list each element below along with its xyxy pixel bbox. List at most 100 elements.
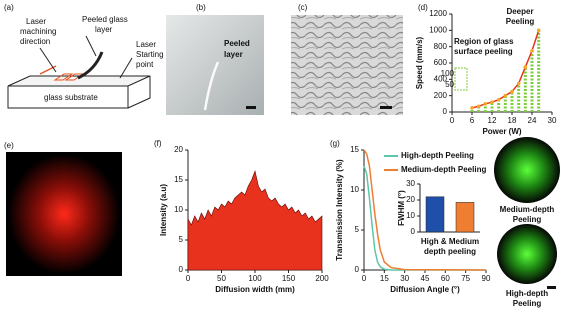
x-tick-label: 30 — [400, 274, 409, 283]
x-tick-label: 200 — [315, 274, 329, 283]
y-tick-label: 0 — [179, 265, 184, 274]
legend-label: Medium-depth Peeling — [401, 165, 486, 174]
y-tick-label: 20 — [174, 145, 183, 154]
panel-b: (b) Peeled layer — [166, 3, 264, 115]
x-tick-label: 12 — [488, 116, 497, 125]
caption: layer — [224, 50, 243, 59]
x-axis-title: Diffusion width (mm) — [215, 285, 295, 294]
annotation: Deeper — [506, 7, 533, 16]
panel-label: (e) — [4, 141, 14, 150]
x-tick-label: 18 — [508, 116, 517, 125]
label: Peeled glass — [82, 15, 128, 24]
scale-bar — [380, 106, 392, 109]
panel-label: (g) — [330, 139, 340, 148]
zoom-box — [454, 67, 468, 91]
x-tick-label: 60 — [441, 274, 450, 283]
x-tick-label: 0 — [450, 116, 455, 125]
y-tick-label: 0 — [411, 227, 416, 236]
image-label: Peeling — [513, 215, 542, 224]
x-tick-label: 150 — [282, 274, 296, 283]
marker — [523, 65, 528, 69]
panel-label: (b) — [196, 3, 206, 12]
marker — [470, 106, 474, 110]
x-tick-label: 15 — [380, 274, 389, 283]
photo — [166, 15, 264, 115]
beam-high — [497, 224, 557, 284]
line — [363, 149, 487, 271]
bar — [425, 196, 445, 233]
annotation: Peeling — [506, 17, 535, 26]
label: layer — [95, 25, 113, 34]
pointer — [85, 35, 97, 57]
y-tick-label: 1000 — [429, 25, 447, 34]
annotation: Region of glass — [454, 37, 514, 46]
x-axis-title: High & Medium — [421, 237, 479, 246]
peeled-layer — [77, 51, 104, 80]
bar — [455, 202, 475, 233]
y-tick-label: 15 — [350, 145, 359, 154]
y-axis-title: Intensity (a.u) — [159, 184, 168, 236]
y-tick-label: 600 — [434, 58, 448, 67]
x-tick-label: 45 — [421, 274, 430, 283]
panel-label: (a) — [4, 3, 14, 12]
image-label: Medium-depth — [500, 205, 555, 214]
beam-medium — [494, 137, 560, 203]
marker — [476, 104, 481, 109]
annotation: 50 — [445, 80, 454, 89]
label: Laser — [136, 40, 156, 49]
x-tick-label: 75 — [461, 274, 470, 283]
photo — [291, 15, 403, 115]
marker — [510, 89, 514, 94]
marker — [496, 97, 501, 102]
y-tick-label: 1200 — [429, 9, 447, 18]
scale-bar — [547, 286, 556, 289]
x-axis-title: depth peeling — [424, 247, 476, 256]
marker — [503, 93, 508, 98]
panel-label: (c) — [298, 3, 308, 12]
label: direction — [20, 37, 50, 46]
image-label: High-depth — [506, 289, 548, 298]
peeled-strip — [203, 61, 220, 111]
y-tick-label: 10 — [350, 185, 359, 194]
panel-label: (d) — [418, 3, 428, 12]
y-axis-title: Speed (mm/s) — [415, 36, 424, 89]
x-axis-title: Diffusion Angle (°) — [390, 285, 460, 294]
x-tick-label: 6 — [470, 116, 475, 125]
y-tick-label: 30 — [406, 179, 415, 188]
y-tick-label: 0 — [443, 107, 448, 116]
legend-label: High-depth Peeling — [401, 151, 474, 160]
y-tick-label: 0 — [355, 265, 360, 274]
substrate-edge — [7, 76, 151, 109]
label: Laser — [26, 17, 46, 26]
speckle — [8, 154, 120, 274]
y-tick-label: 800 — [434, 42, 448, 51]
caption: Peeled — [224, 39, 250, 48]
y-tick-label: 10 — [406, 211, 415, 220]
marker — [483, 102, 488, 106]
y-tick-label: 5 — [355, 225, 360, 234]
marker — [516, 81, 521, 86]
panel-c: (c) — [291, 3, 403, 115]
y-tick-label: 5 — [179, 235, 184, 244]
x-tick-label: 100 — [248, 274, 262, 283]
annotation: 100 — [441, 69, 455, 78]
label: Starting — [136, 50, 164, 59]
x-tick-label: 50 — [217, 274, 226, 283]
image-label: Peeling — [513, 299, 542, 308]
marker — [536, 28, 541, 33]
label: point — [136, 60, 154, 69]
y-tick-label: 10 — [174, 205, 183, 214]
pointer — [39, 47, 57, 73]
pointer — [119, 57, 133, 79]
y-tick-label: 15 — [174, 175, 183, 184]
x-tick-label: 24 — [528, 116, 537, 125]
x-axis-title: Power (W) — [482, 127, 521, 136]
scale-bar — [246, 106, 256, 109]
x-tick-label: 0 — [362, 274, 367, 283]
panel-a: (a) Laser machining direction Peeled gla… — [4, 3, 164, 109]
marker — [530, 48, 534, 53]
label: glass substrate — [44, 93, 98, 102]
direction-arrow — [39, 65, 57, 75]
beam-images: Medium-depth Peeling High-depth Peeling — [494, 137, 560, 308]
